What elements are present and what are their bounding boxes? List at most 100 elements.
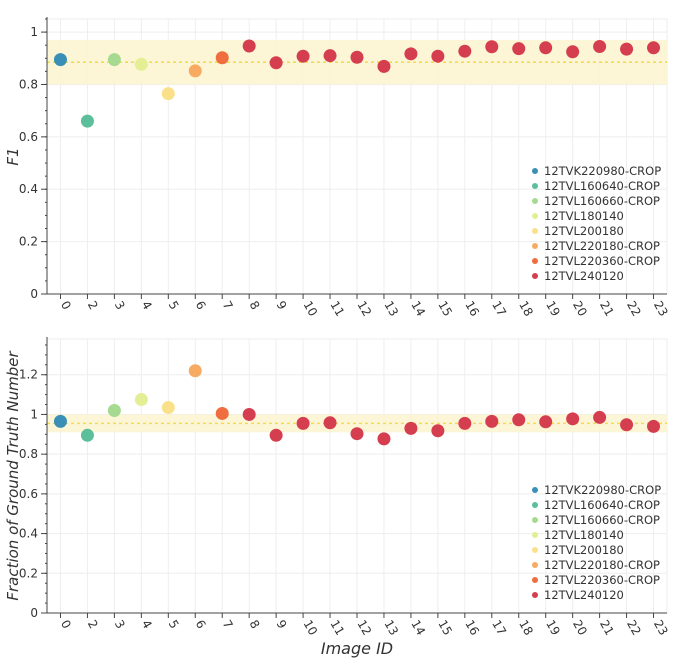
x-tick-label: 17 — [489, 618, 509, 638]
x-tick-label: 0 — [58, 299, 74, 313]
legend-marker — [532, 487, 538, 493]
data-point — [134, 57, 148, 71]
x-tick-label: 20 — [570, 299, 590, 319]
x-tick-label: 10 — [300, 299, 320, 319]
legend-label: 12TVL220360-CROP — [544, 573, 660, 587]
x-tick-label: 2 — [85, 299, 101, 313]
data-point — [134, 393, 148, 407]
x-tick-label: 21 — [597, 618, 617, 638]
y-tick-label: 0 — [30, 606, 38, 620]
data-point — [539, 415, 553, 429]
legend-marker — [532, 198, 538, 204]
x-tick-label: 21 — [597, 299, 617, 319]
legend-label: 12TVL240120 — [544, 588, 624, 602]
data-point — [296, 416, 310, 430]
x-tick-label: 19 — [543, 299, 563, 319]
f1-panel: 00.20.40.60.810 2 3 4 5 6 7 8 9 10 11 12 13 14 15 16 17 1… — [4, 17, 671, 319]
legend-label: 12TVK220980-CROP — [544, 164, 661, 178]
x-tick-label: 12 — [354, 618, 374, 638]
data-point — [323, 416, 337, 430]
data-point — [593, 40, 607, 53]
x-tick-label: 4 — [139, 618, 155, 632]
legend-marker — [532, 577, 538, 583]
data-point — [377, 59, 391, 73]
x-tick-label: 22 — [624, 299, 644, 319]
x-tick-label: 3 — [112, 618, 128, 632]
data-point — [242, 39, 256, 53]
data-point — [107, 403, 121, 417]
data-point — [188, 64, 202, 78]
data-point — [485, 40, 499, 54]
legend-label: 12TVL220360-CROP — [544, 254, 660, 268]
x-tick-label: 8 — [247, 299, 263, 313]
data-point — [620, 418, 634, 432]
x-tick-label: 23 — [651, 618, 671, 638]
x-tick-label: 8 — [247, 618, 263, 632]
legend-marker — [532, 183, 538, 189]
data-point — [647, 41, 661, 55]
x-axis-label: Image ID — [321, 639, 393, 658]
y-tick-label: 0.6 — [19, 487, 38, 501]
y-tick-label: 1 — [30, 25, 38, 39]
x-tick-label: 14 — [408, 299, 428, 319]
x-tick-label: 10 — [300, 618, 320, 638]
x-tick-label: 23 — [651, 299, 671, 319]
x-tick-label: 22 — [624, 618, 644, 638]
data-point — [161, 87, 175, 101]
data-point — [242, 407, 256, 421]
y-tick-label: 0.2 — [19, 566, 38, 580]
x-tick-label: 12 — [354, 299, 374, 319]
data-point — [512, 413, 526, 427]
x-tick-label: 9 — [274, 299, 290, 313]
legend-label: 12TVL200180 — [544, 224, 624, 238]
data-point — [404, 47, 418, 61]
legend-marker — [532, 502, 538, 508]
data-point — [53, 53, 67, 67]
x-tick-label: 7 — [220, 618, 236, 632]
x-tick-label: 16 — [462, 618, 482, 638]
x-tick-label: 14 — [408, 618, 428, 638]
y-tick-label: 0.2 — [19, 235, 38, 249]
legend-marker — [532, 168, 538, 174]
x-tick-label: 0 — [58, 618, 74, 632]
legend-marker — [532, 547, 538, 553]
data-point — [215, 51, 229, 65]
x-tick-label: 13 — [381, 618, 401, 638]
legend-marker — [532, 258, 538, 264]
y-tick-label: 1 — [30, 407, 38, 421]
data-point — [539, 41, 553, 55]
x-tick-label: 11 — [327, 299, 347, 319]
y-tick-label: 0.8 — [19, 77, 38, 91]
legend-marker — [532, 562, 538, 568]
legend-label: 12TVL180140 — [544, 209, 624, 223]
legend-label: 12TVL160640-CROP — [544, 179, 660, 193]
legend-label: 12TVL160640-CROP — [544, 498, 660, 512]
x-tick-label: 5 — [166, 299, 182, 313]
legend-label: 12TVL200180 — [544, 543, 624, 557]
legend-marker — [532, 243, 538, 249]
x-tick-label: 13 — [381, 299, 401, 319]
data-point — [431, 49, 445, 63]
x-tick-label: 18 — [516, 299, 536, 319]
data-point — [512, 42, 526, 56]
data-point — [269, 428, 283, 442]
legend-label: 12TVL220180-CROP — [544, 239, 660, 253]
y-tick-label: 0.4 — [19, 527, 38, 541]
data-point — [431, 424, 445, 438]
y-axis-label: Fraction of Ground Truth Number — [4, 351, 22, 601]
data-point — [269, 56, 283, 70]
legend-label: 12TVL160660-CROP — [544, 194, 660, 208]
data-point — [377, 432, 391, 446]
data-point — [188, 364, 202, 378]
x-tick-label: 11 — [327, 618, 347, 638]
x-tick-label: 15 — [435, 618, 455, 638]
legend-marker — [532, 532, 538, 538]
x-tick-label: 16 — [462, 299, 482, 319]
data-point — [350, 50, 364, 64]
x-tick-label: 20 — [570, 618, 590, 638]
legend-marker — [532, 273, 538, 279]
x-tick-label: 7 — [220, 299, 236, 313]
x-tick-label: 4 — [139, 299, 155, 313]
data-point — [566, 45, 580, 59]
x-tick-label: 9 — [274, 618, 290, 632]
